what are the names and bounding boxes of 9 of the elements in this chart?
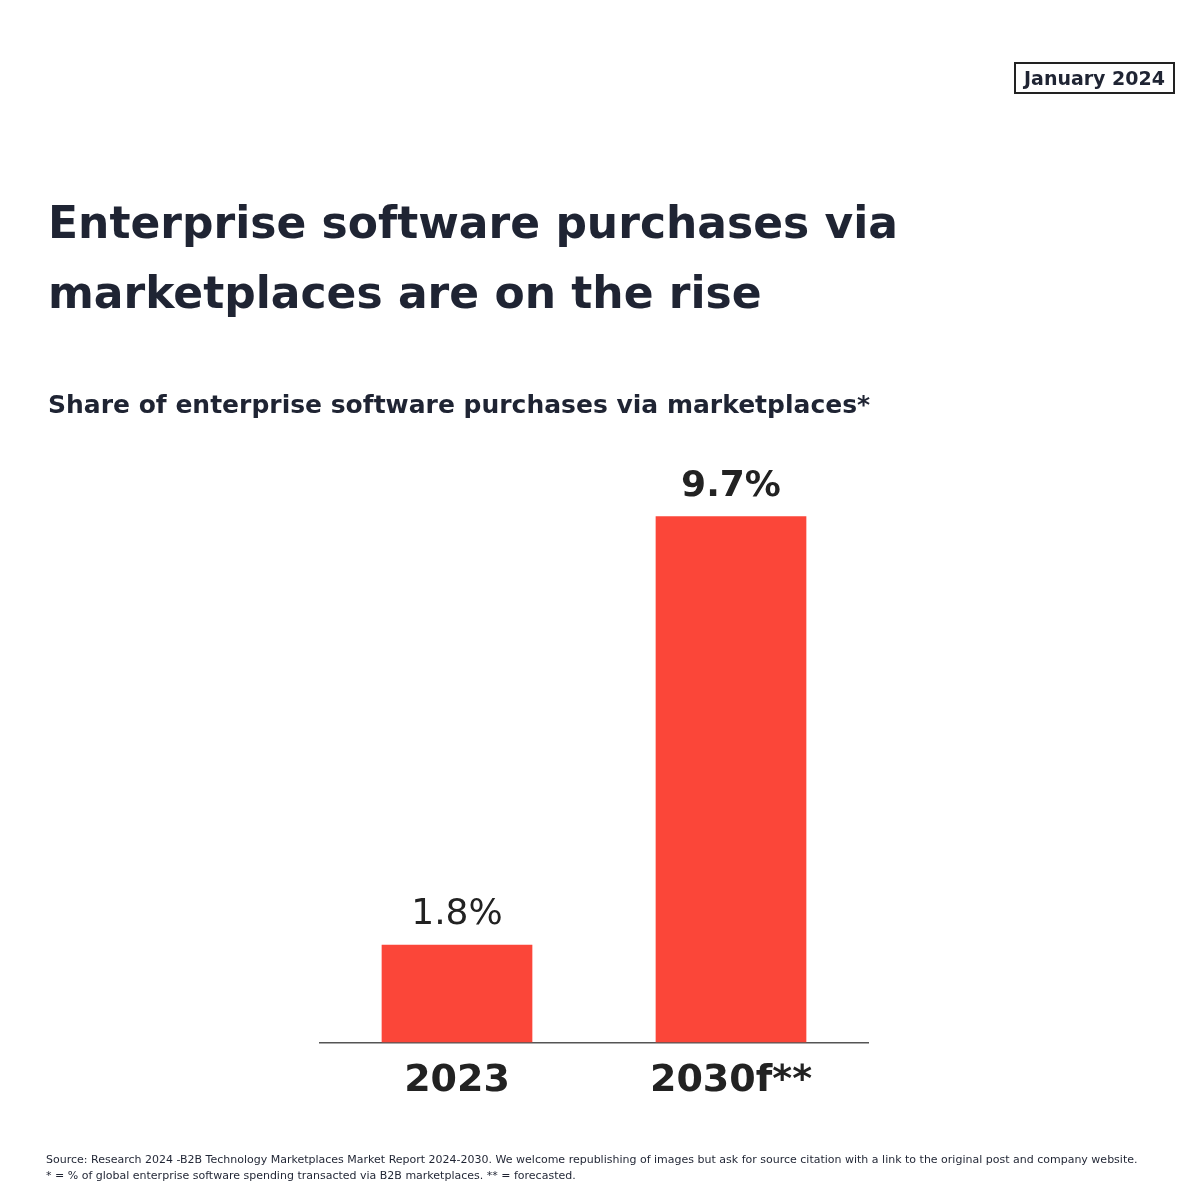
data-label: 1.8% bbox=[411, 891, 503, 933]
chart-subtitle: Share of enterprise software purchases via marketplaces* bbox=[48, 390, 871, 419]
x-tick-label: 2023 bbox=[404, 1056, 510, 1101]
source-note: Source: Research 2024 -B2B Technology Marketplaces Market Report 2024-2030. We welcome republishing of images but ask for source citation with a link to the original post and company website. bbox=[46, 1152, 1139, 1168]
text: January 2024 bbox=[1013, 62, 1175, 94]
text: * = % of global enterprise software spending transacted via B2B marketplaces. ** = forecasted. bbox=[46, 1168, 577, 1184]
chart-title: Enterprise software purchases via marketplaces are on the rise bbox=[48, 196, 899, 320]
data-label: 9.7% bbox=[681, 462, 781, 504]
x-tick-label: 2030f** bbox=[649, 1056, 813, 1101]
